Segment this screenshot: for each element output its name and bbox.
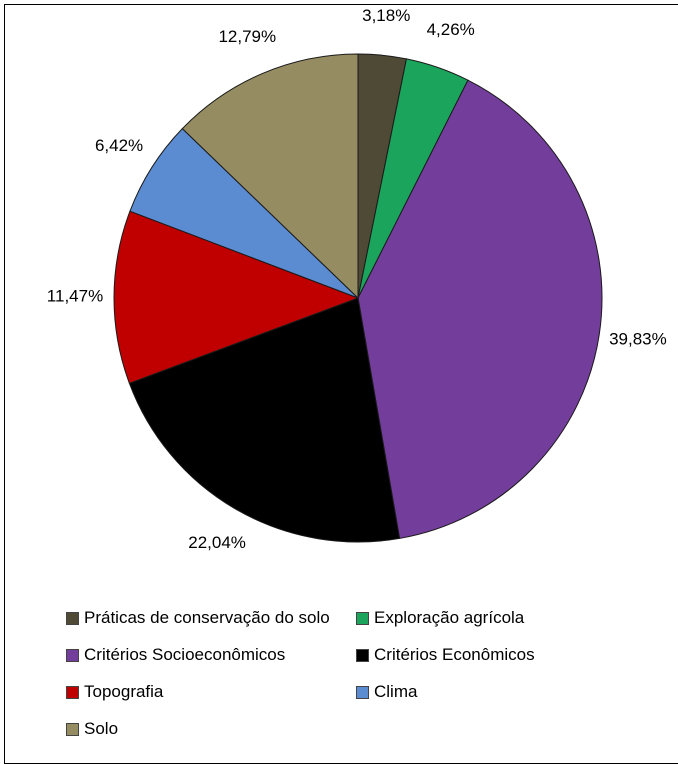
pie-slices xyxy=(113,53,603,543)
data-label-criterios-economicos: 22,04% xyxy=(188,533,246,552)
legend-swatch xyxy=(356,611,369,625)
legend-item-solo: Solo xyxy=(66,719,118,739)
pie-chart: 3,18% 4,26% 39,83% 22,04% 11,47% 6,42% 12,79% xyxy=(47,6,667,552)
data-label-praticas-de-conservacao-do-solo: 3,18% xyxy=(362,6,410,25)
legend-item-clima: Clima xyxy=(356,682,417,702)
legend-label: Práticas de conservação do solo xyxy=(84,608,330,627)
pie-slice-solo xyxy=(181,53,359,300)
legend-item-exploracao-agricola: Exploração agrícola xyxy=(356,608,524,628)
legend-item-criterios-economicos: Critérios Econômicos xyxy=(356,645,535,665)
data-label-solo: 12,79% xyxy=(218,27,276,46)
legend-swatch xyxy=(66,611,79,625)
legend-label: Topografia xyxy=(84,682,164,701)
legend-label: Critérios Socioeconômicos xyxy=(84,645,286,664)
legend-item-praticas-conservacao: Práticas de conservação do solo xyxy=(66,608,330,628)
legend-label: Clima xyxy=(374,682,418,701)
legend-swatch xyxy=(356,685,369,699)
legend-swatch xyxy=(66,648,79,662)
data-label-criterios-socioeconomicos: 39,83% xyxy=(609,329,667,348)
data-label-topografia: 11,47% xyxy=(47,287,103,306)
legend-label: Exploração agrícola xyxy=(374,608,525,627)
data-label-exploracao-agricola: 4,26% xyxy=(427,20,475,39)
legend-swatch xyxy=(66,722,79,736)
pie-slice-topografia xyxy=(113,210,360,384)
legend-label: Solo xyxy=(84,719,119,738)
pie-data-labels: 3,18% 4,26% 39,83% 22,04% 11,47% 6,42% 12,79% xyxy=(47,6,667,552)
legend-swatch xyxy=(356,648,369,662)
legend-item-topografia: Topografia xyxy=(66,682,163,702)
legend-swatch xyxy=(66,685,79,699)
pie-slice-criterios-economicos xyxy=(128,297,401,543)
chart-legend: Práticas de conservação do solo Exploraç… xyxy=(66,608,666,748)
data-label-clima: 6,42% xyxy=(95,136,143,155)
pie-slice-criterios-socioeconomicos xyxy=(357,79,603,540)
legend-item-criterios-socioeconomicos: Critérios Socioeconômicos xyxy=(66,645,285,665)
legend-label: Critérios Econômicos xyxy=(374,645,535,664)
